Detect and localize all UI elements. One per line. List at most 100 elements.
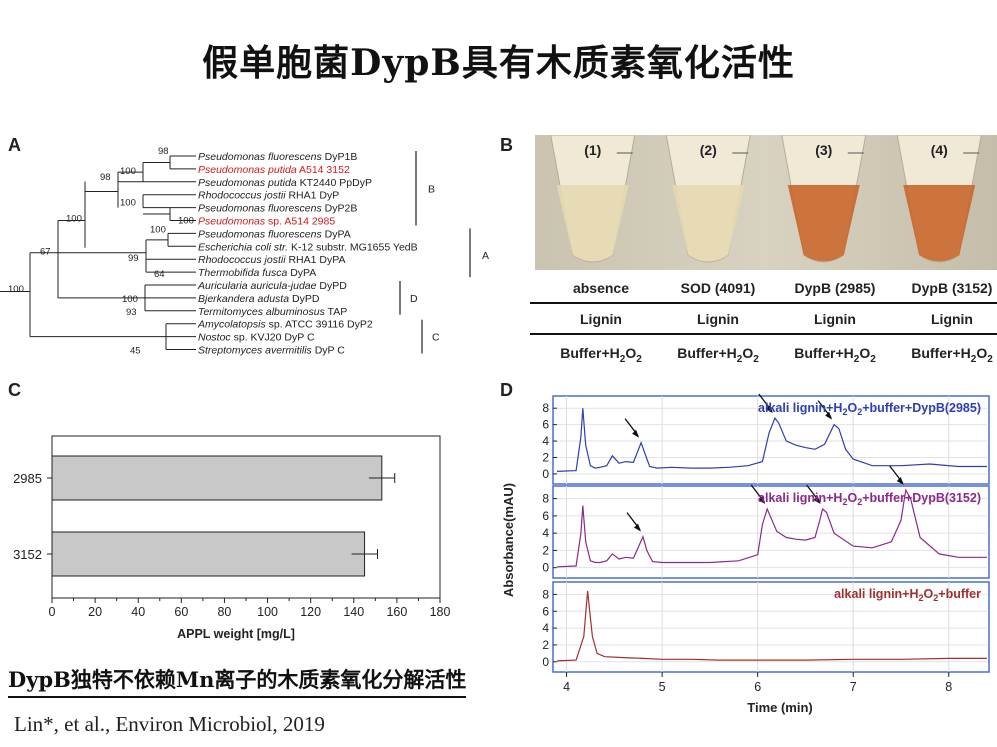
hplc-chromatograms: 0 2 4 6 8 alkali lignin+H2O2+buffer+DypB(2985…: [501, 393, 990, 715]
x-tick-label: 60: [174, 605, 188, 619]
x-tick-label: 8: [945, 680, 952, 694]
y-tick-label: 6: [542, 604, 549, 618]
tree-leaf: Amycolatopsis sp. ATCC 39116 DyP2: [197, 319, 373, 331]
condition-table: absence Lignin Buffer+H2O2 SOD (4091) Lignin…: [530, 280, 997, 365]
chromatogram-frame: [552, 581, 990, 673]
enzyme-label: SOD (4091): [681, 280, 756, 296]
panel-label-d: D: [500, 380, 513, 400]
tree-leaf: Auricularia auricula-judae DyPD: [197, 280, 347, 292]
y-tick-label: 8: [542, 587, 549, 601]
caption-text-2: 离子的木质素氧化分解活性: [214, 667, 467, 692]
bootstrap-value: 67: [40, 246, 51, 257]
x-tick-label: 180: [430, 605, 451, 619]
y-tick-label: 2: [542, 638, 549, 652]
bootstrap-value: 100: [120, 198, 136, 209]
x-tick-label: 80: [217, 605, 231, 619]
phylogenetic-tree: Pseudomonas fluorescens DyP1BPseudomonas…: [0, 146, 489, 357]
substrate-label: Lignin: [580, 311, 622, 327]
substrate-label: Lignin: [931, 311, 973, 327]
caption-bold-dypb: DypB: [8, 667, 71, 692]
series-legend: alkali lignin+H2O2+buffer+DypB(3152): [758, 491, 981, 507]
x-tick-label: 20: [88, 605, 102, 619]
tree-leaf: Rhodococcus jostii RHA1 DyPA: [198, 254, 345, 266]
tube-liquid: [672, 185, 745, 262]
x-tick-label: 6: [754, 680, 761, 694]
bootstrap-value: 99: [128, 253, 139, 264]
enzyme-label: DypB (3152): [912, 280, 993, 296]
y-tick-label: 0: [542, 467, 549, 481]
buffer-label: Buffer+H2O2: [560, 345, 642, 365]
appl-bar-chart: 2985 3152 0 20 40 60 80 100 120 140 160 180 APPL wei…: [13, 435, 451, 641]
buffer-label: Buffer+H2O2: [911, 345, 993, 365]
tree-branches: [0, 155, 196, 350]
tree-leaf: Termitomyces albuminosus TAP: [198, 306, 347, 318]
y-tick-label: 6: [542, 509, 549, 523]
clade-label: C: [432, 332, 440, 344]
peak-arrowhead: [632, 429, 640, 438]
series-legend: alkali lignin+H2O2+buffer+DypB(2985): [758, 401, 981, 417]
y-tick-label: 0: [542, 655, 549, 669]
y-tick-label: 4: [542, 621, 549, 635]
panel-label-b: B: [500, 135, 513, 155]
peak-arrowhead: [813, 495, 821, 504]
peak-arrowhead: [634, 523, 641, 532]
tree-leaf: Thermobifida fusca DyPA: [198, 267, 316, 279]
tree-leaf: Rhodococcus jostii RHA1 DyP: [198, 190, 339, 202]
bootstrap-value: 100: [66, 214, 82, 225]
clade-label: D: [410, 293, 418, 305]
tree-leaf: Streptomyces avermitilis DyP C: [198, 345, 345, 357]
buffer-label: Buffer+H2O2: [794, 345, 876, 365]
chromatogram-trace: [556, 488, 987, 568]
slide-title: 假单胞菌DypB具有木质素氧化活性: [202, 42, 795, 84]
x-axis-label: APPL weight [mg/L]: [177, 627, 295, 641]
panel-label-c: C: [8, 380, 21, 400]
x-tick-label: 5: [659, 680, 666, 694]
y-tick-label: 2: [542, 450, 549, 464]
x-tick-label: 160: [386, 605, 407, 619]
y-tick-label: 6: [542, 418, 549, 432]
y-tick-label: 0: [542, 561, 549, 575]
caption-bold-mn: Mn: [175, 667, 215, 692]
tube-label: (2): [700, 142, 717, 158]
x-tick-label: 140: [343, 605, 364, 619]
y-tick-label: 8: [542, 492, 549, 506]
tube-liquid: [556, 185, 629, 262]
bootstrap-value: 100: [8, 284, 24, 295]
bootstrap-value: 100: [120, 166, 136, 177]
clade-label: A: [482, 250, 489, 262]
y-axis-label: Absorbance(mAU): [501, 483, 516, 597]
x-tick-label: 7: [850, 680, 857, 694]
tube-label: (1): [584, 142, 601, 158]
substrate-label: Lignin: [697, 311, 739, 327]
tube-liquid: [787, 185, 860, 262]
bootstrap-value: 93: [126, 307, 137, 318]
category-label: 3152: [13, 547, 42, 562]
series-legend: alkali lignin+H2O2+buffer: [834, 587, 981, 603]
citation: Lin*, et al., Environ Microbiol, 2019: [14, 712, 325, 736]
bootstrap-value: 100: [150, 224, 166, 235]
bootstrap-value: 100: [122, 294, 138, 305]
tree-clade-brackets: B A D C: [399, 151, 489, 354]
tree-bootstrap-values: 98 100 98 100 100 100 100 99 64 67 100 100 93 45: [8, 146, 194, 357]
tree-leaf: Pseudomonas fluorescens DyP2B: [198, 203, 357, 215]
caption-text-1: 独特不依赖: [70, 667, 176, 692]
tube-photo: (1) (2) (3) (4): [535, 135, 997, 270]
tree-leaf-labels: Pseudomonas fluorescens DyP1BPseudomonas…: [197, 151, 418, 357]
chromatogram-trace: [556, 591, 987, 662]
x-tick-label: 100: [257, 605, 278, 619]
tube-label: (4): [931, 142, 948, 158]
tube-label: (3): [815, 142, 832, 158]
enzyme-label: DypB (2985): [795, 280, 876, 296]
tree-leaf: Pseudomonas fluorescens DyPA: [198, 228, 351, 240]
bootstrap-value: 64: [154, 269, 165, 280]
tree-leaf: Pseudomonas sp. A514 2985: [198, 216, 335, 228]
tree-leaf: Pseudomonas putida A514 3152: [198, 164, 350, 176]
tree-leaf: Pseudomonas fluorescens DyP1B: [198, 151, 357, 163]
bootstrap-value: 100: [178, 216, 194, 227]
tree-leaf: Bjerkandera adusta DyPD: [198, 293, 320, 305]
bootstrap-value: 98: [100, 172, 111, 183]
x-tick-label: 40: [131, 605, 145, 619]
buffer-label: Buffer+H2O2: [677, 345, 759, 365]
enzyme-label: absence: [573, 280, 629, 296]
panel-label-a: A: [8, 135, 21, 155]
